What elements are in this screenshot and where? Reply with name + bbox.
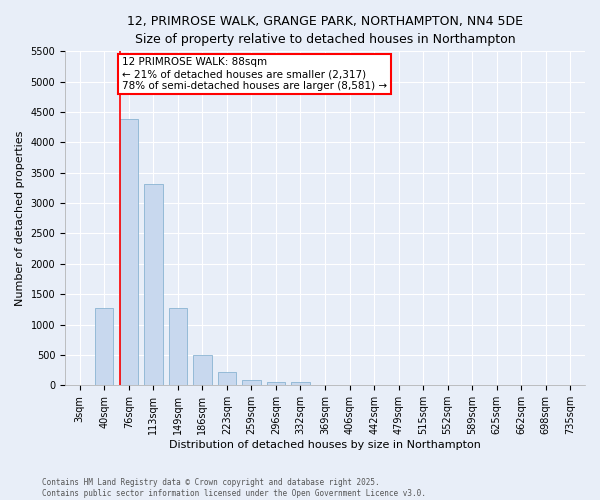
Bar [267, 382, 285, 385]
Title: 12, PRIMROSE WALK, GRANGE PARK, NORTHAMPTON, NN4 5DE
Size of property relative t: 12, PRIMROSE WALK, GRANGE PARK, NORTHAMP… [127, 15, 523, 46]
Bar [291, 382, 310, 385]
Bar [95, 308, 113, 385]
Text: Contains HM Land Registry data © Crown copyright and database right 2025.
Contai: Contains HM Land Registry data © Crown c… [42, 478, 426, 498]
Bar [218, 372, 236, 385]
Bar [169, 308, 187, 385]
X-axis label: Distribution of detached houses by size in Northampton: Distribution of detached houses by size … [169, 440, 481, 450]
Text: 12 PRIMROSE WALK: 88sqm
← 21% of detached houses are smaller (2,317)
78% of semi: 12 PRIMROSE WALK: 88sqm ← 21% of detache… [122, 58, 387, 90]
Bar [144, 184, 163, 385]
Bar [242, 380, 260, 385]
Y-axis label: Number of detached properties: Number of detached properties [15, 130, 25, 306]
Bar [119, 120, 138, 385]
Bar [193, 355, 212, 385]
